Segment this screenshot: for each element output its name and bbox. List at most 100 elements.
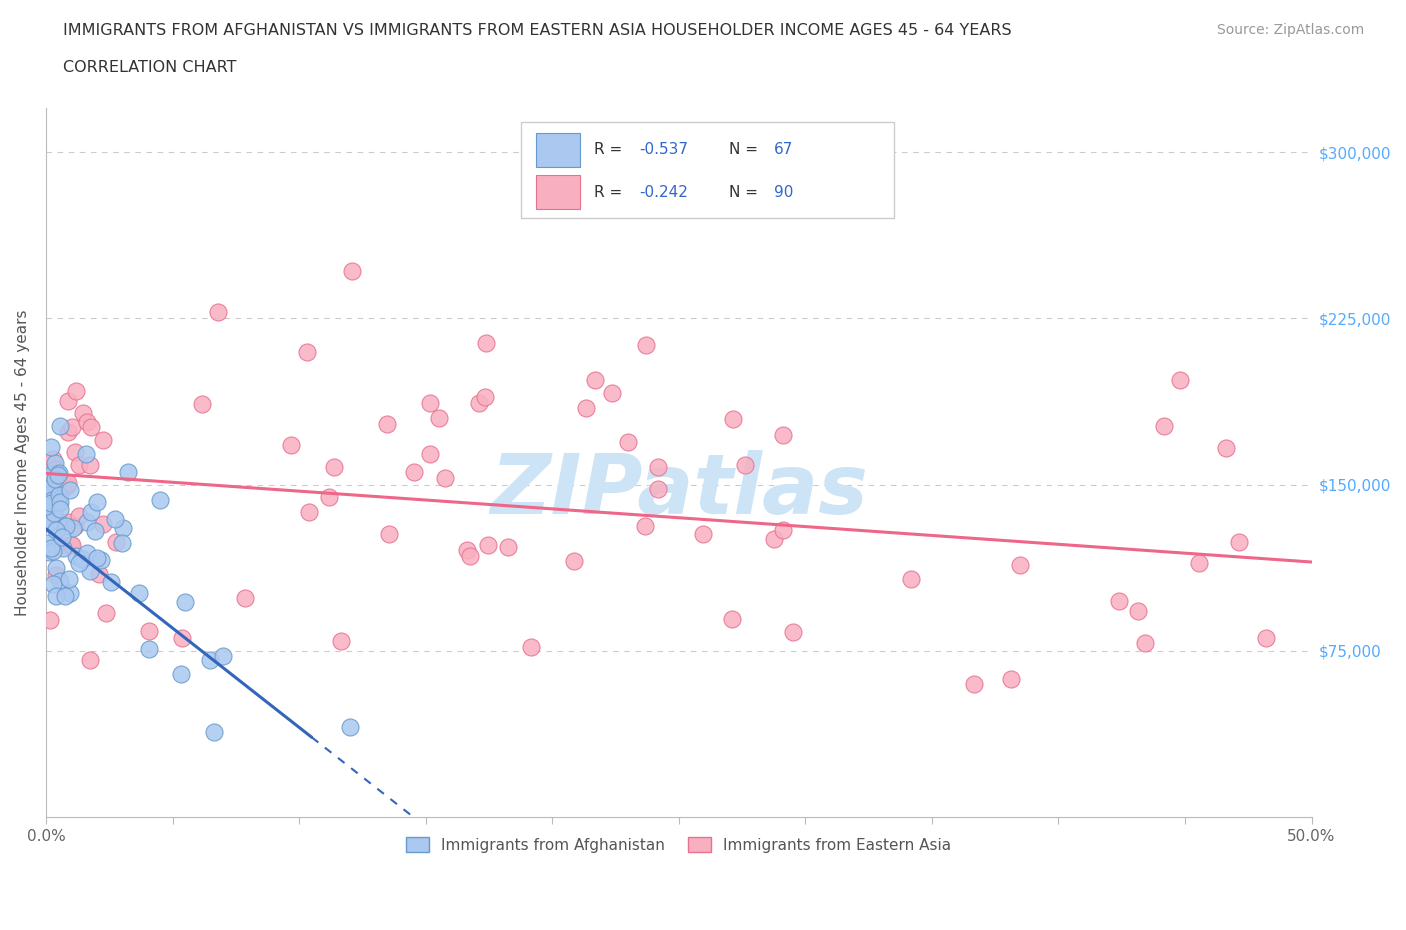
- Point: [39, 514, 62, 529]
- Point: [418, 395, 440, 410]
- Point: [45, 561, 67, 576]
- Point: [298, 504, 321, 519]
- Point: [782, 624, 804, 639]
- Point: [89, 566, 111, 581]
- Point: [721, 611, 744, 626]
- Point: [44, 506, 66, 521]
- Point: [616, 434, 638, 449]
- Point: [45, 588, 67, 603]
- Point: [58, 572, 80, 587]
- Point: [79, 653, 101, 668]
- Point: [477, 538, 499, 552]
- Point: [39, 496, 62, 511]
- Point: [60, 538, 83, 552]
- Point: [772, 523, 794, 538]
- Point: [138, 623, 160, 638]
- Point: [67, 508, 90, 523]
- Point: [39, 456, 62, 471]
- Point: [42, 452, 65, 467]
- Point: [70, 551, 93, 566]
- Point: [233, 591, 256, 605]
- Point: [378, 527, 401, 542]
- Point: [1153, 418, 1175, 433]
- Point: [90, 552, 112, 567]
- Point: [963, 676, 986, 691]
- Point: [67, 458, 90, 472]
- Point: [323, 459, 346, 474]
- Point: [49, 495, 72, 510]
- Point: [128, 585, 150, 600]
- Point: [117, 464, 139, 479]
- Point: [76, 546, 98, 561]
- Point: [56, 393, 79, 408]
- Point: [49, 573, 72, 588]
- Point: [562, 553, 585, 568]
- Point: [86, 495, 108, 510]
- Point: [44, 472, 66, 486]
- Point: [42, 484, 65, 498]
- Point: [41, 439, 63, 454]
- Point: [762, 531, 785, 546]
- Point: [48, 472, 70, 487]
- Point: [80, 419, 103, 434]
- Point: [35, 536, 58, 551]
- Point: [1187, 555, 1209, 570]
- Point: [75, 446, 97, 461]
- Legend: Immigrants from Afghanistan, Immigrants from Eastern Asia: Immigrants from Afghanistan, Immigrants …: [401, 830, 957, 858]
- Point: [734, 458, 756, 472]
- Point: [1227, 535, 1250, 550]
- Point: [39, 485, 62, 500]
- Point: [456, 542, 478, 557]
- Point: [52, 540, 75, 555]
- Point: [80, 505, 103, 520]
- Point: [1215, 440, 1237, 455]
- Point: [76, 514, 98, 529]
- Point: [94, 605, 117, 620]
- Point: [692, 526, 714, 541]
- Point: [634, 518, 657, 533]
- Point: [59, 482, 82, 497]
- Point: [65, 384, 87, 399]
- Point: [65, 549, 87, 564]
- Point: [634, 338, 657, 352]
- Text: 90: 90: [773, 185, 793, 200]
- Point: [138, 642, 160, 657]
- Point: [520, 640, 543, 655]
- Point: [104, 512, 127, 526]
- Point: [60, 419, 83, 434]
- Point: [91, 432, 114, 447]
- Point: [112, 521, 135, 536]
- Point: [419, 446, 441, 461]
- Point: [297, 345, 319, 360]
- Point: [84, 524, 107, 538]
- Point: [200, 652, 222, 667]
- FancyBboxPatch shape: [536, 176, 581, 209]
- Point: [427, 410, 450, 425]
- Point: [37, 515, 59, 530]
- Point: [202, 724, 225, 739]
- Point: [44, 462, 66, 477]
- Point: [39, 540, 62, 555]
- Point: [475, 336, 498, 351]
- Point: [48, 488, 70, 503]
- FancyBboxPatch shape: [520, 122, 894, 218]
- Point: [458, 549, 481, 564]
- Point: [58, 585, 80, 600]
- Point: [35, 498, 58, 513]
- Point: [62, 521, 84, 536]
- Point: [1000, 671, 1022, 686]
- Point: [583, 373, 606, 388]
- Point: [42, 577, 65, 591]
- Point: [45, 567, 67, 582]
- Point: [42, 479, 65, 494]
- Point: [38, 613, 60, 628]
- Point: [207, 305, 229, 320]
- Point: [69, 555, 91, 570]
- Point: [49, 501, 72, 516]
- Point: [41, 482, 63, 497]
- Point: [38, 544, 60, 559]
- Point: [41, 467, 63, 482]
- Point: [647, 482, 669, 497]
- Point: [342, 263, 364, 278]
- Point: [496, 539, 519, 554]
